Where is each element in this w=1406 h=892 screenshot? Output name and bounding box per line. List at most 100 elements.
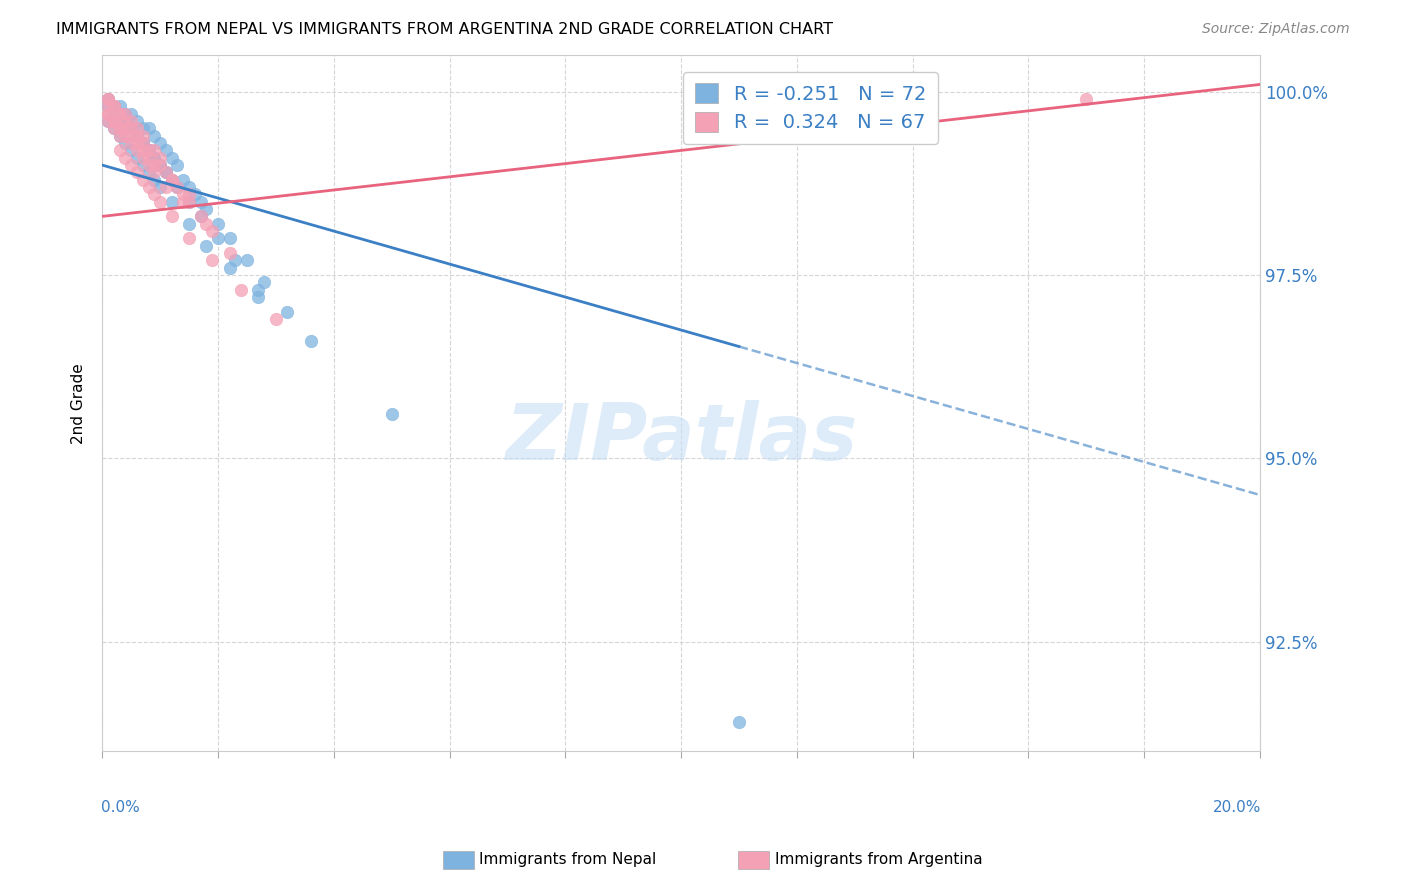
Point [132,121,155,136]
Point [114,107,136,121]
Point [132,136,155,150]
Point [264,312,287,326]
Text: Immigrants from Argentina: Immigrants from Argentina [775,853,983,867]
Point [103,99,125,113]
Point [125,151,148,165]
Point [103,99,125,113]
Point [108,107,131,121]
Point [97,114,120,128]
Legend: R = -0.251   N = 72, R =  0.324   N = 67: R = -0.251 N = 72, R = 0.324 N = 67 [683,72,938,144]
Point [155,165,177,179]
Text: 0.0%: 0.0% [101,800,139,815]
Point [143,187,166,202]
Point [149,136,172,150]
Point [166,158,188,172]
Point [114,136,136,150]
Point [108,128,131,143]
Point [97,92,120,106]
Point [120,136,142,150]
Point [120,121,142,136]
Point [108,99,131,113]
Point [120,121,142,136]
Point [149,180,172,194]
Point [381,407,404,421]
Point [132,151,155,165]
Point [143,151,166,165]
Point [138,180,160,194]
Point [149,151,172,165]
Point [103,99,125,113]
Point [103,121,125,136]
Point [224,253,246,268]
Point [125,128,148,143]
Point [125,165,148,179]
Point [195,202,218,216]
Point [120,114,142,128]
Point [231,283,253,297]
Point [108,107,131,121]
Point [166,180,188,194]
Point [149,158,172,172]
Point [97,107,120,121]
Point [143,128,166,143]
Point [195,238,218,252]
Point [149,158,172,172]
Point [172,173,194,187]
Point [195,217,218,231]
Text: ZIPatlas: ZIPatlas [505,401,858,476]
Point [132,158,155,172]
Point [247,290,270,304]
Point [236,253,259,268]
Point [190,210,212,224]
Point [160,210,183,224]
Point [114,121,136,136]
Point [177,194,200,209]
Point [108,144,131,158]
Point [143,165,166,179]
Point [132,136,155,150]
Point [177,217,200,231]
Point [184,187,207,202]
Point [103,107,125,121]
Point [97,92,120,106]
Point [114,128,136,143]
Point [201,224,224,238]
Point [125,136,148,150]
Point [160,173,183,187]
Point [132,136,155,150]
Point [1076,92,1098,106]
Point [218,246,240,260]
Point [114,121,136,136]
Point [207,231,229,245]
Point [143,158,166,172]
Point [138,121,160,136]
Point [160,173,183,187]
Point [125,144,148,158]
Point [120,107,142,121]
Point [299,334,322,348]
Point [132,128,155,143]
Point [207,217,229,231]
Point [190,210,212,224]
Point [125,128,148,143]
Point [125,121,148,136]
Point [114,114,136,128]
Point [190,194,212,209]
Point [143,144,166,158]
Point [103,114,125,128]
Point [177,180,200,194]
Point [120,158,142,172]
Point [155,165,177,179]
Text: 20.0%: 20.0% [1212,800,1261,815]
Y-axis label: 2nd Grade: 2nd Grade [72,363,86,443]
Point [103,99,125,113]
Point [138,158,160,172]
Text: Immigrants from Nepal: Immigrants from Nepal [479,853,657,867]
Point [138,165,160,179]
Point [166,180,188,194]
Text: Source: ZipAtlas.com: Source: ZipAtlas.com [1202,22,1350,37]
Point [132,144,155,158]
Point [103,107,125,121]
Point [143,173,166,187]
Point [160,151,183,165]
